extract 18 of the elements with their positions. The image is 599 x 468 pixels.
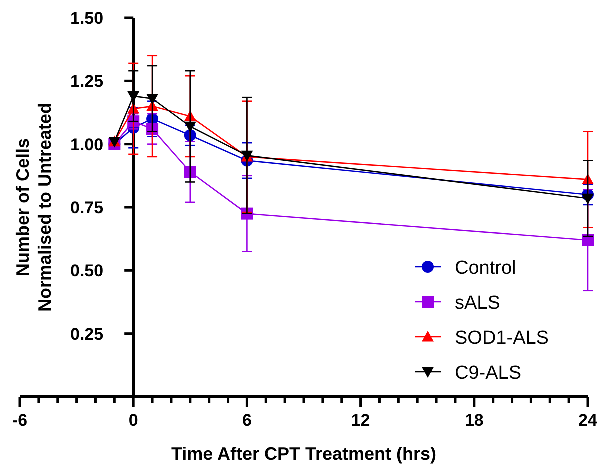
legend-label: Control: [455, 258, 516, 279]
y-tick-label: 1.50: [70, 9, 104, 28]
y-tick-label: 1.00: [70, 135, 104, 154]
y-tick-label: 0.50: [70, 262, 104, 281]
x-tick-label: 24: [578, 411, 598, 430]
x-tick-label: 0: [128, 411, 138, 430]
y-tick-label: 0.75: [70, 198, 104, 218]
x-tick-label: 18: [464, 411, 484, 430]
x-tick-label: 6: [242, 411, 252, 430]
y-tick-label: 1.25: [70, 72, 104, 92]
x-axis-title: Time After CPT Treatment (hrs): [171, 444, 437, 464]
legend-label: C9-ALS: [455, 363, 522, 384]
legend-label: sALS: [455, 293, 500, 314]
x-tick-label: 12: [351, 411, 370, 430]
y-axis-title: Number of Cells Normalised to Untreated: [13, 102, 55, 312]
legend-label: SOD1-ALS: [455, 328, 549, 349]
y-tick-label: 0.25: [70, 324, 104, 344]
x-tick-label: -6: [12, 411, 28, 430]
